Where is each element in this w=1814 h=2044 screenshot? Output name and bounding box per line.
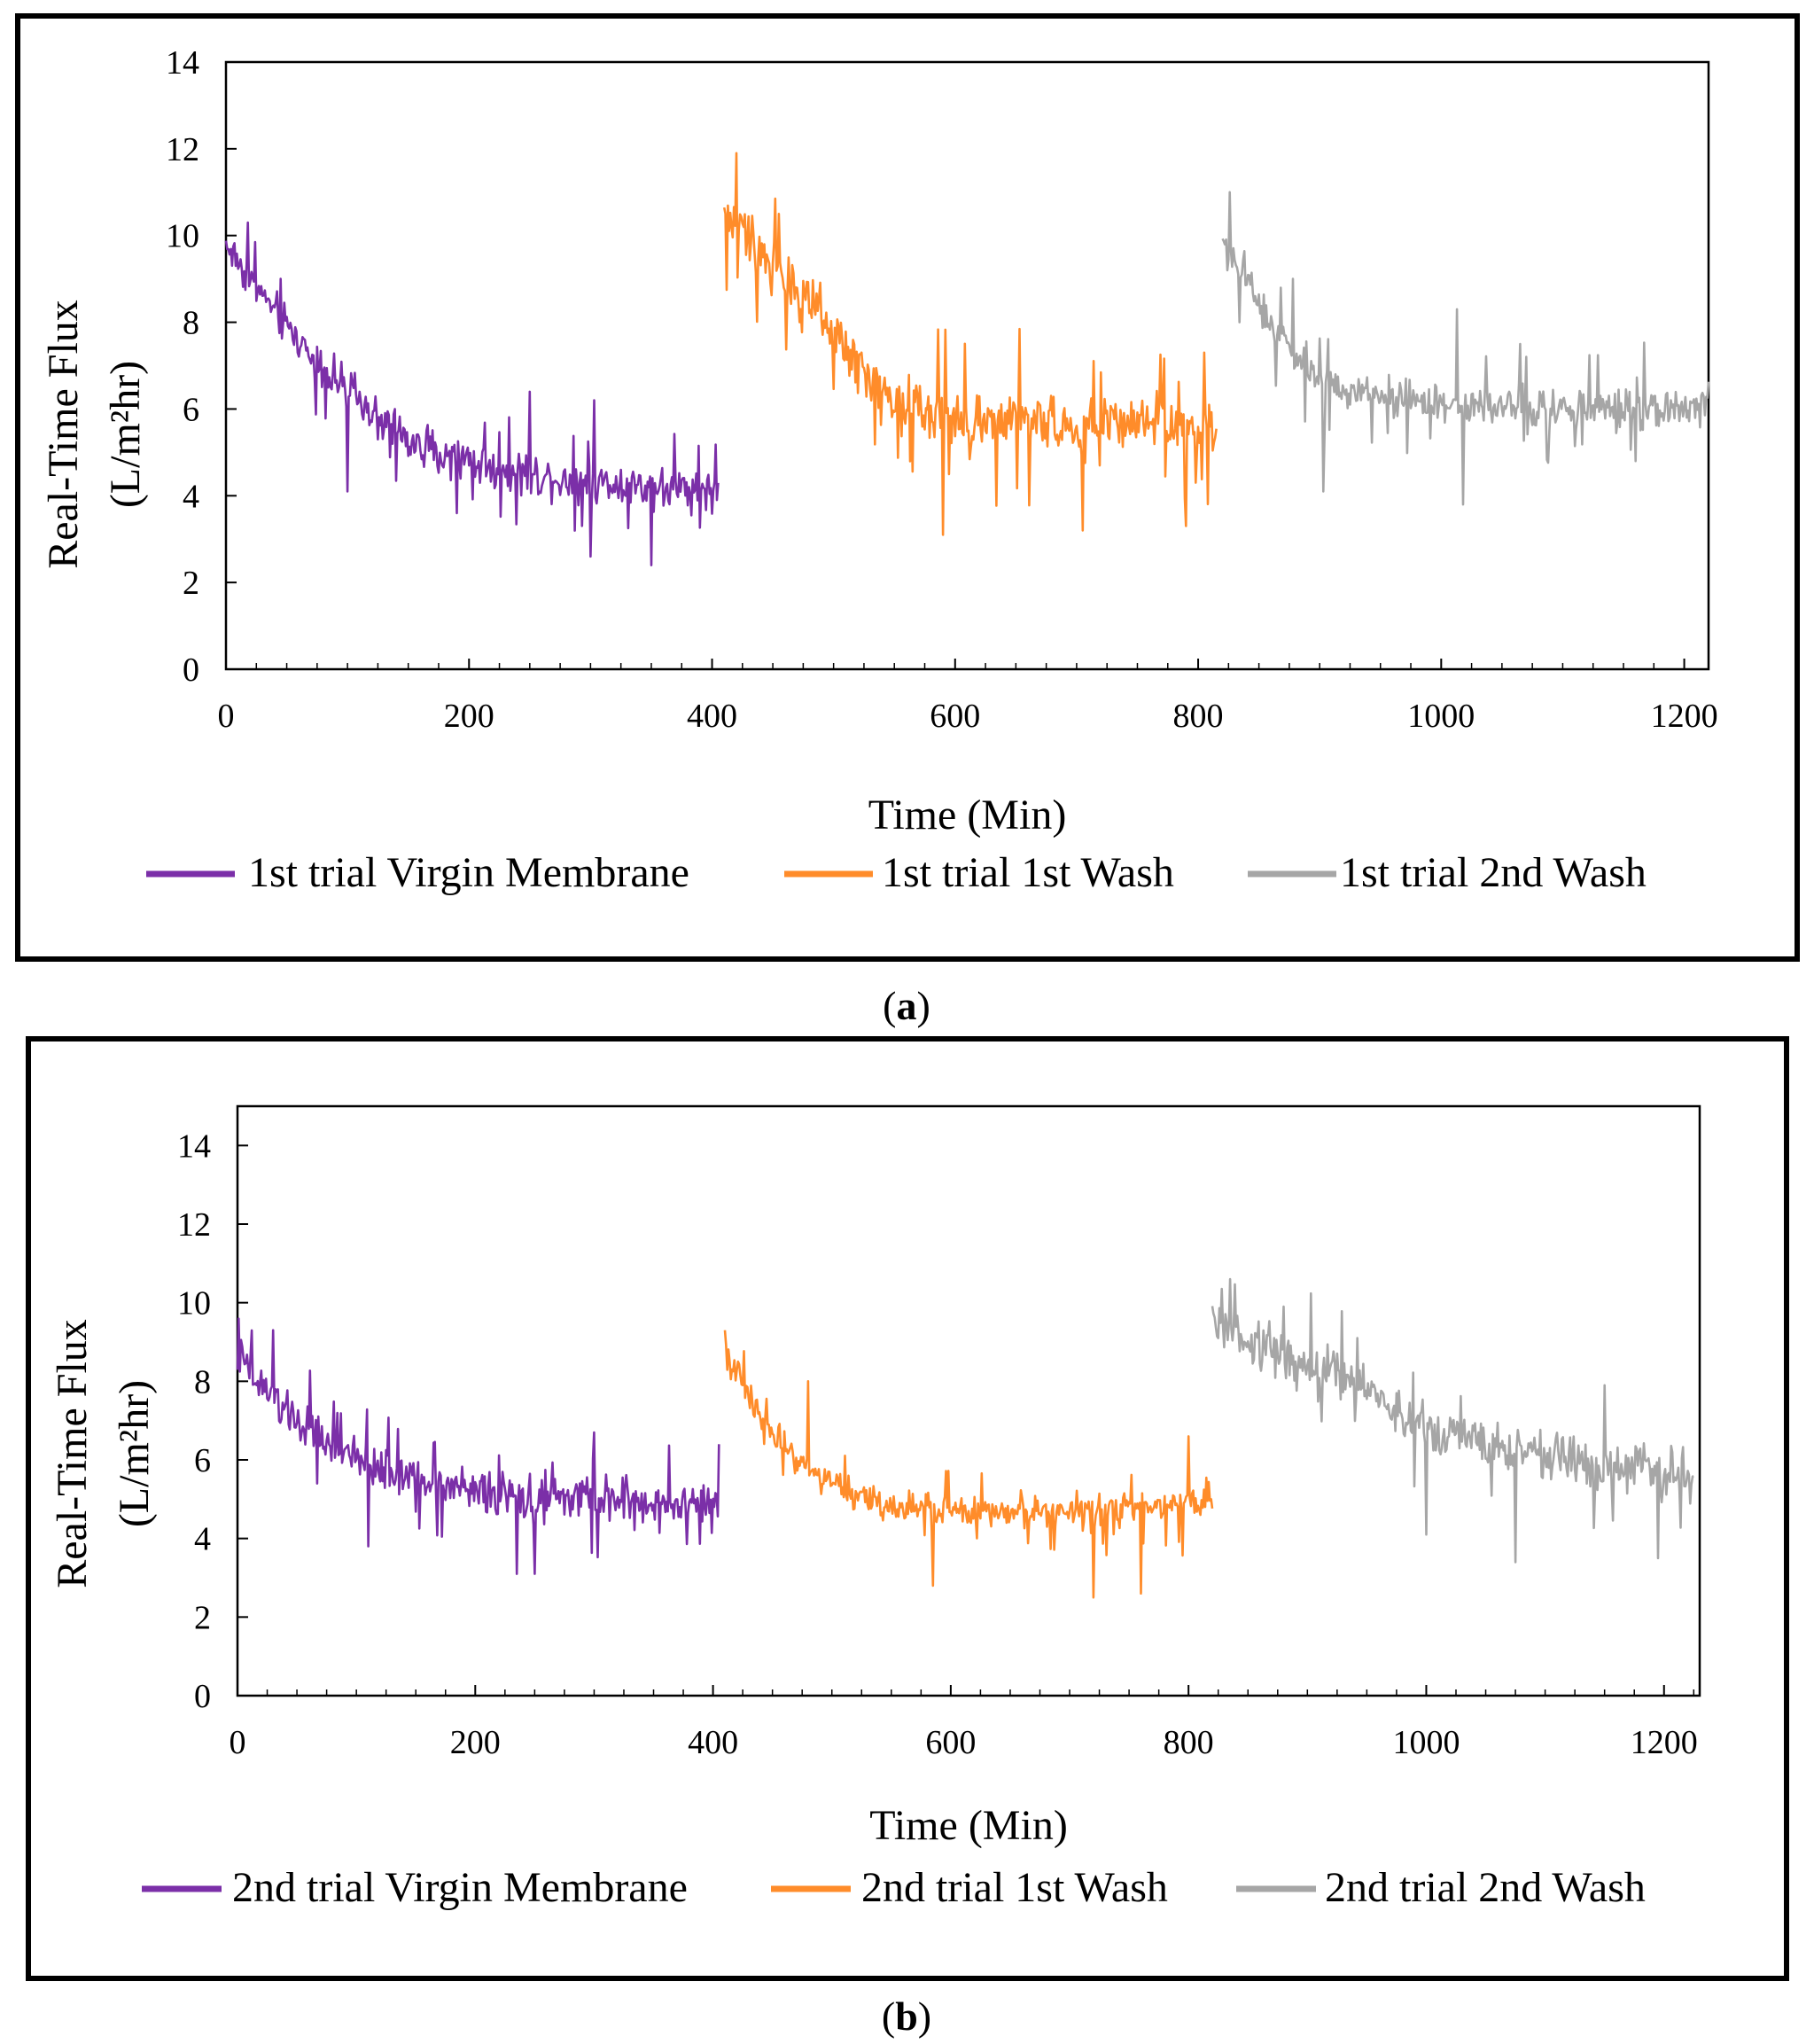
panel-b-y-tick-label-4: 8	[194, 1363, 211, 1400]
panel-a-plot-area	[224, 60, 1710, 671]
panel-a-y-tick-label-3: 6	[183, 391, 199, 428]
panel-b-x-tick-label-0: 0	[230, 1724, 246, 1761]
panel-a-series-layer	[224, 152, 1710, 566]
panel-a-x-axis-title: Time (Min)	[868, 792, 1067, 839]
panel-a-x-tick-label-5: 1000	[1407, 698, 1475, 735]
panel-a-series-line-2	[1221, 191, 1710, 506]
panel-b-y-tick-label-5: 10	[177, 1285, 211, 1322]
panel-b-legend-label-1: 2nd trial 1st Wash	[861, 1864, 1168, 1911]
panel-b-y-tick-label-2: 4	[194, 1521, 211, 1558]
panel-b-x-tick-label-3: 600	[925, 1724, 976, 1761]
panel-a-ticks-layer: 0 2 4 6 8 10 12 14 0 200 400 600 800 1000 1200	[166, 44, 1718, 735]
panel-a-y-axis-title-line1: Real-Time Flux	[40, 300, 87, 569]
panel-a-x-tick-label-6: 1200	[1651, 698, 1718, 735]
panel-b-y-tick-label-0: 0	[194, 1678, 211, 1715]
panel-a-series-line-1	[722, 152, 1218, 536]
panel-a-caption-letter: a	[897, 983, 917, 1028]
panel-a-x-tick-label-3: 600	[930, 698, 980, 735]
panel-a-y-tick-label-5: 10	[166, 218, 199, 255]
panel-b-x-tick-label-4: 800	[1164, 1724, 1214, 1761]
panel-b-y-tick-label-6: 12	[177, 1206, 211, 1244]
panel-b-y-tick-label-3: 6	[194, 1442, 211, 1479]
panel-b-x-axis-title: Time (Min)	[869, 1802, 1068, 1849]
panel-b-legend: 2nd trial Virgin Membrane 2nd trial 1st W…	[142, 1864, 1646, 1911]
panel-a-x-tick-label-4: 800	[1173, 698, 1224, 735]
panel-b-x-tick-label-1: 200	[450, 1724, 501, 1761]
panel-b-x-tick-label-5: 1000	[1392, 1724, 1460, 1761]
panel-a-legend-label-1: 1st trial 1st Wash	[882, 849, 1174, 896]
panel-a-caption: (a)	[883, 983, 930, 1028]
panel-b-ticks-layer: 0 2 4 6 8 10 12 14 0 200 400 600 800 1000 1200	[177, 1127, 1698, 1761]
panel-a-x-tick-label-0: 0	[218, 698, 235, 735]
panel-b-caption: (b)	[882, 1993, 931, 2039]
panel-b-legend-label-2: 2nd trial 2nd Wash	[1325, 1864, 1646, 1911]
panel-a-x-tick-label-2: 400	[687, 698, 737, 735]
panel-b-y-axis-title-line2: (L/m²hr)	[111, 1380, 158, 1527]
panel-a-y-tick-label-7: 14	[166, 44, 199, 82]
panel-a: 0 2 4 6 8 10 12 14 0 200 400 600 800 1000 1200 Time (M…	[40, 44, 1718, 896]
panel-b-frame	[26, 1036, 1789, 1981]
panel-a-x-tick-label-1: 200	[444, 698, 494, 735]
panel-a-legend-label-2: 1st trial 2nd Wash	[1340, 849, 1647, 896]
panel-a-y-tick-label-4: 8	[183, 305, 199, 342]
panel-a-legend: 1st trial Virgin Membrane 1st trial 1st W…	[146, 849, 1647, 896]
panel-b-series-line-2	[1211, 1277, 1694, 1564]
panel-b-series-line-0	[236, 1317, 720, 1575]
panel-a-frame	[15, 13, 1800, 962]
panel-a-y-tick-label-2: 4	[183, 478, 199, 515]
panel-a-y-axis-title-line2: (L/m²hr)	[102, 361, 149, 508]
panel-b-caption-letter: b	[895, 1993, 918, 2039]
panel-a-series-line-0	[224, 221, 720, 566]
panel-a-y-tick-label-6: 12	[166, 131, 199, 168]
panel-b-legend-label-0: 2nd trial Virgin Membrane	[232, 1864, 688, 1911]
panel-b-y-tick-label-1: 2	[194, 1599, 211, 1636]
panel-b-x-tick-label-2: 400	[688, 1724, 738, 1761]
panel-a-y-tick-label-0: 0	[183, 651, 199, 689]
panel-a-legend-label-0: 1st trial Virgin Membrane	[248, 849, 689, 896]
panel-a-y-tick-label-1: 2	[183, 565, 199, 602]
panel-b: 0 2 4 6 8 10 12 14 0 200 400 600 800 1000 1200 Time (M…	[49, 1104, 1701, 1911]
panel-b-series-line-1	[723, 1330, 1214, 1599]
panel-b-plot-area	[236, 1104, 1701, 1697]
panel-b-series-layer	[236, 1277, 1694, 1599]
panel-b-x-tick-label-6: 1200	[1631, 1724, 1698, 1761]
panel-b-y-axis-title-line1: Real-Time Flux	[49, 1319, 96, 1588]
panel-b-y-tick-label-7: 14	[177, 1127, 211, 1165]
